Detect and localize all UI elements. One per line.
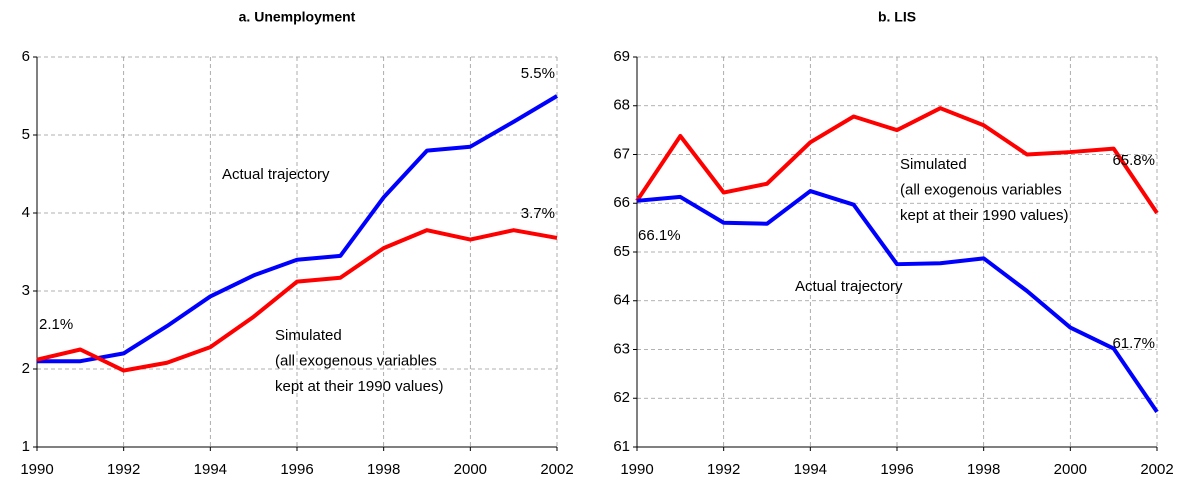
series-line [37,94,559,364]
y-tick-label: 63 [613,340,630,357]
annotation: kept at their 1990 values) [900,207,1068,224]
y-tick-label: 6 [22,48,30,65]
series-line [36,228,558,373]
series-line [636,189,1159,414]
x-tick-label: 1998 [967,461,1000,478]
annotation: kept at their 1990 values) [275,378,443,395]
annotation: Actual trajectory [222,166,330,183]
y-tick-label: 65 [613,243,630,260]
x-tick-label: 1994 [194,461,227,478]
annotation: (all exogenous variables [900,181,1062,198]
data-label: 65.8% [1112,152,1155,169]
data-label: 61.7% [1112,335,1155,352]
x-tick-label: 2000 [454,461,487,478]
x-tick-label: 1990 [20,461,53,478]
data-label: 2.1% [39,316,73,333]
y-tick-label: 2 [22,360,30,377]
annotation: (all exogenous variables [275,352,437,369]
x-tick-label: 1998 [367,461,400,478]
x-tick-label: 1996 [880,461,913,478]
y-tick-label: 4 [22,204,30,221]
x-tick-label: 1990 [620,461,653,478]
y-tick-label: 68 [613,97,630,114]
data-label: 3.7% [521,205,555,222]
y-tick-label: 61 [613,438,630,455]
y-tick-label: 1 [22,438,30,455]
annotation: Simulated [900,156,967,173]
data-label: 66.1% [638,227,681,244]
y-tick-label: 67 [613,145,630,162]
x-tick-label: 1992 [707,461,740,478]
y-tick-label: 64 [613,292,630,309]
x-tick-label: 2002 [1140,461,1173,478]
y-tick-label: 3 [22,282,30,299]
x-tick-label: 2000 [1054,461,1087,478]
annotation: Simulated [275,327,342,344]
series-line [635,106,1159,215]
y-tick-label: 5 [22,126,30,143]
y-tick-label: 69 [613,48,630,65]
data-label: 5.5% [521,65,555,82]
y-tick-label: 62 [613,389,630,406]
y-tick-label: 66 [613,194,630,211]
annotation: Actual trajectory [795,278,903,295]
x-tick-label: 1992 [107,461,140,478]
x-tick-label: 1996 [280,461,313,478]
chart-title: b. LIS [878,9,916,25]
x-tick-label: 2002 [540,461,573,478]
x-tick-label: 1994 [794,461,827,478]
chart-title: a. Unemployment [239,9,356,25]
